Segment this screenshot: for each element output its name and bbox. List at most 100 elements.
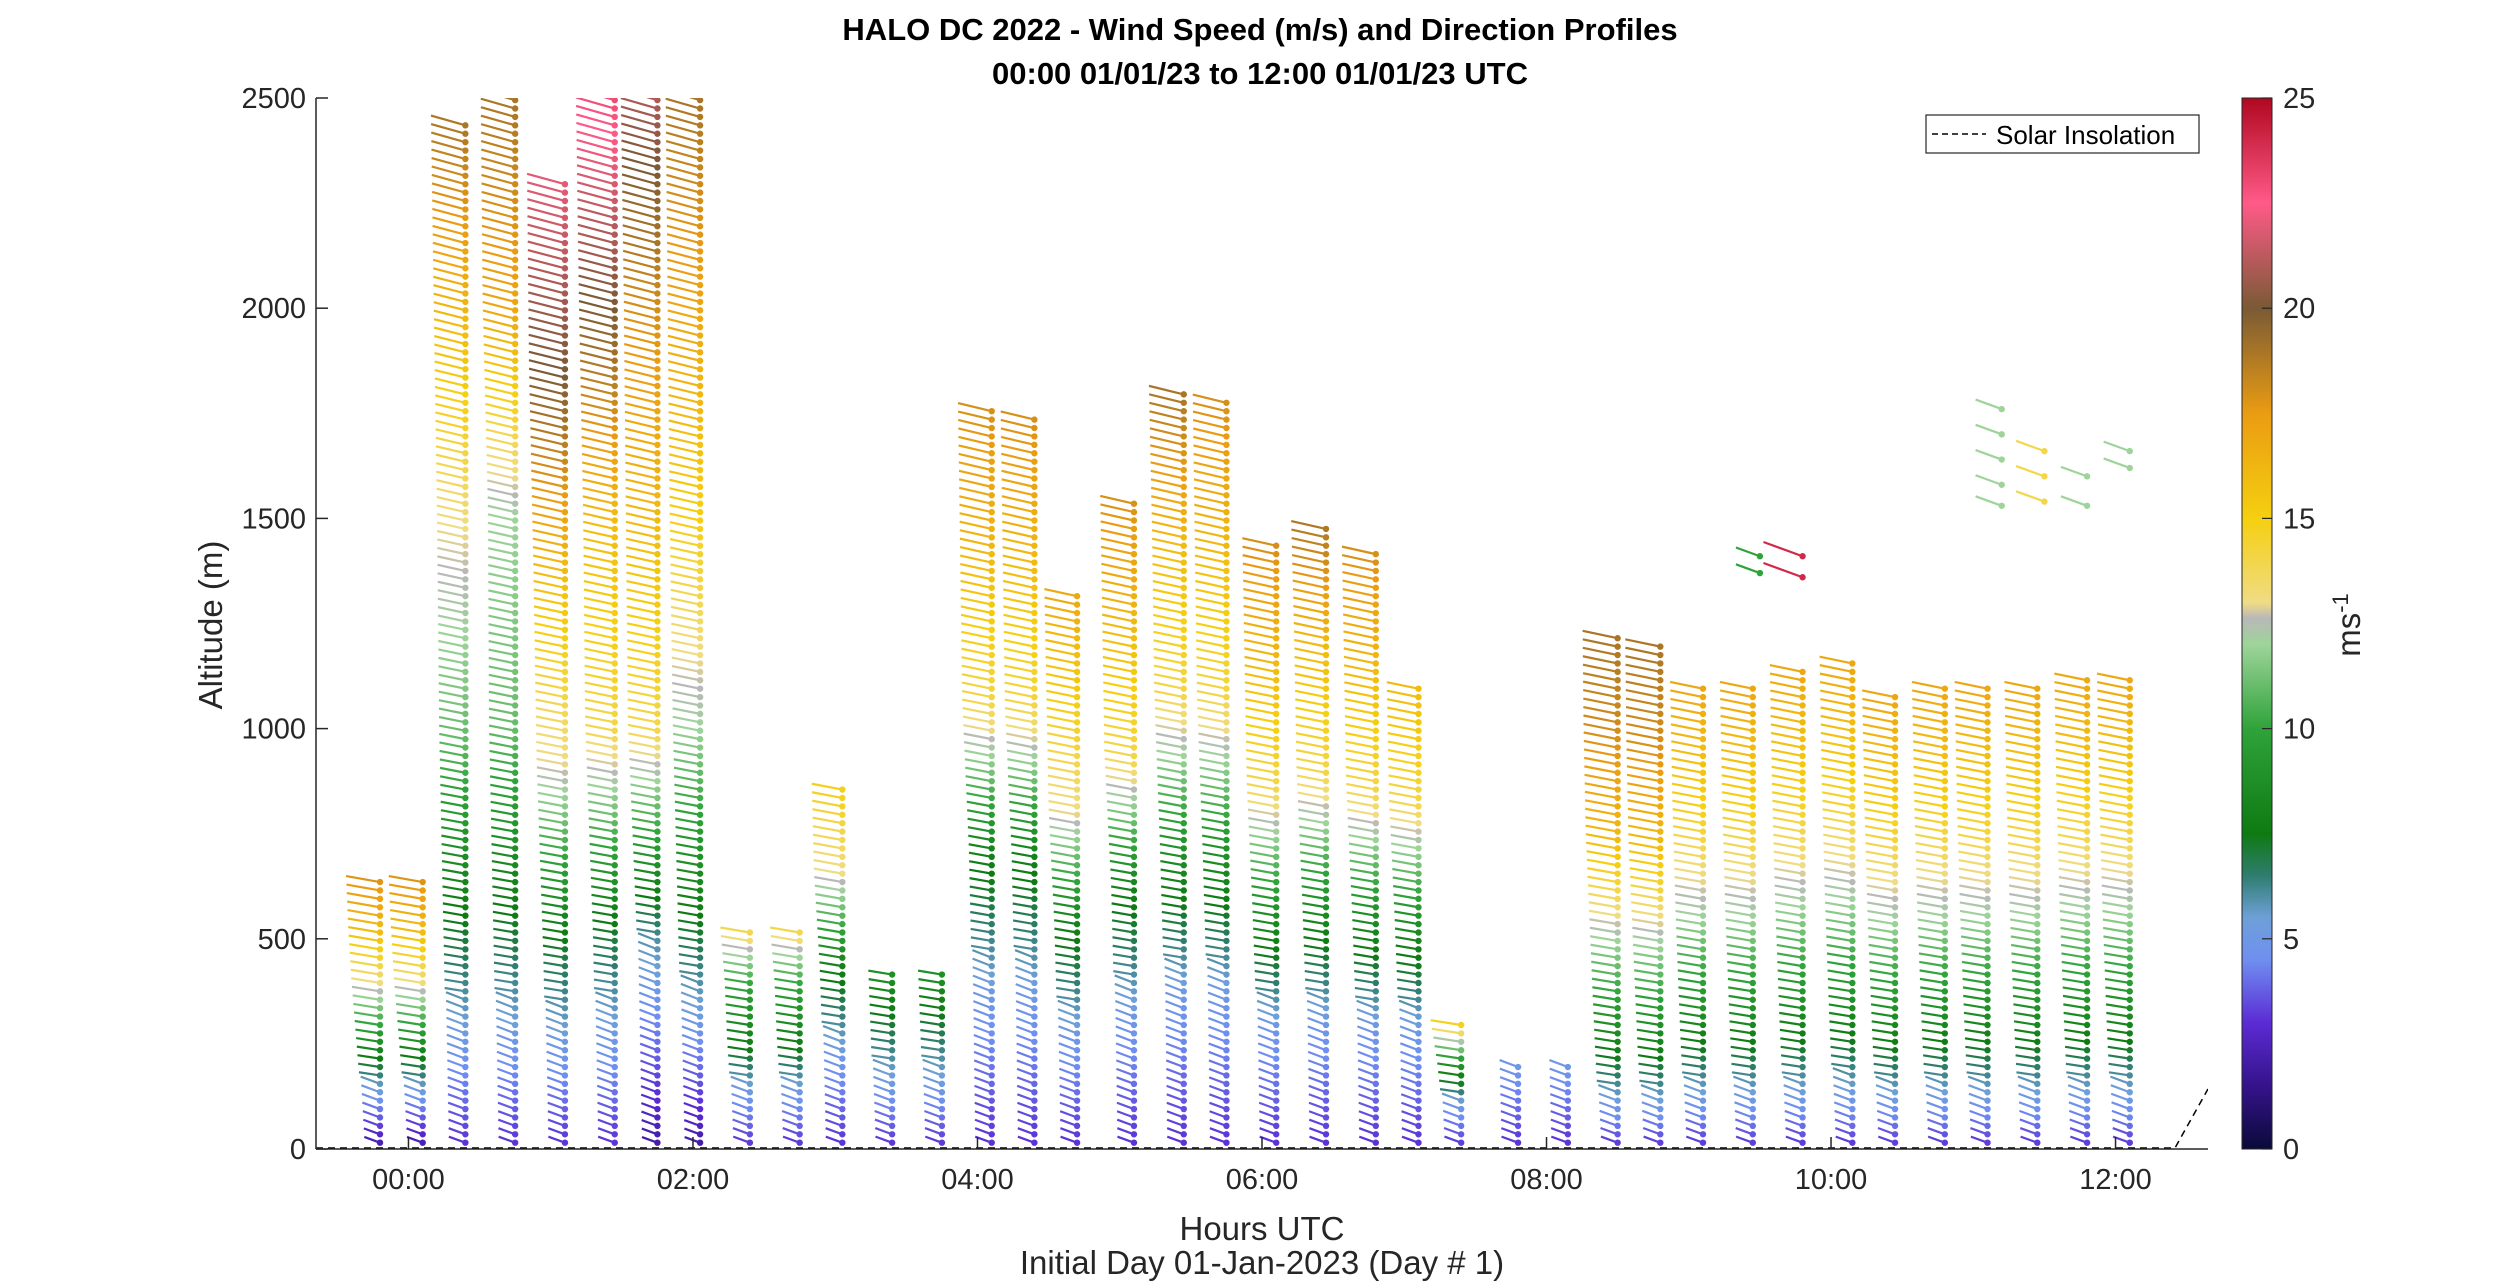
wind-barb bbox=[625, 461, 661, 474]
wind-barb bbox=[533, 588, 569, 600]
wind-barb bbox=[531, 486, 569, 499]
wind-barb bbox=[448, 1118, 469, 1130]
colorbar-tick-label: 0 bbox=[2283, 1134, 2299, 1166]
wind-barb bbox=[529, 401, 569, 415]
wind-barb bbox=[625, 529, 661, 541]
wind-barb bbox=[596, 1042, 618, 1054]
wind-barb bbox=[496, 1067, 519, 1079]
wind-barb bbox=[665, 140, 704, 154]
wind-barb bbox=[439, 766, 469, 776]
wind-barb bbox=[582, 512, 618, 524]
wind-barb bbox=[640, 1093, 661, 1104]
wind-barb bbox=[624, 385, 661, 398]
wind-barb bbox=[665, 123, 704, 137]
wind-barb bbox=[405, 1110, 426, 1121]
wind-barb bbox=[480, 140, 519, 154]
wind-barb bbox=[488, 724, 519, 734]
wind-barb bbox=[632, 825, 661, 835]
wind-barb bbox=[439, 775, 469, 785]
wind-barb bbox=[579, 359, 618, 373]
wind-barb bbox=[538, 808, 569, 818]
wind-barb bbox=[486, 453, 519, 465]
wind-barb bbox=[626, 571, 661, 583]
wind-barb bbox=[352, 994, 384, 1003]
wind-barb bbox=[623, 300, 661, 314]
wind-barb bbox=[621, 130, 661, 146]
wind-barb bbox=[622, 215, 661, 230]
wind-barb bbox=[546, 1059, 569, 1071]
wind-barb bbox=[530, 461, 569, 474]
wind-barb bbox=[439, 749, 469, 760]
wind-barb bbox=[539, 842, 569, 852]
wind-barb bbox=[671, 681, 704, 692]
wind-barb bbox=[485, 428, 519, 440]
wind-barb bbox=[489, 749, 519, 760]
wind-barb bbox=[621, 156, 661, 171]
wind-barb bbox=[622, 241, 661, 255]
wind-barb bbox=[497, 1093, 519, 1104]
wind-barb bbox=[597, 1127, 618, 1138]
wind-barb bbox=[682, 1076, 704, 1088]
wind-barb bbox=[434, 351, 469, 364]
wind-barb bbox=[358, 1071, 384, 1079]
wind-barb bbox=[666, 165, 704, 179]
wind-barb bbox=[480, 148, 519, 163]
wind-barb bbox=[528, 342, 569, 356]
wind-barb bbox=[496, 1059, 519, 1071]
wind-barb bbox=[667, 368, 704, 381]
wind-barb bbox=[442, 876, 469, 886]
wind-barb bbox=[485, 436, 519, 449]
wind-barb bbox=[435, 419, 469, 432]
wind-barb bbox=[487, 504, 519, 516]
wind-barb bbox=[583, 571, 618, 583]
wind-barb bbox=[480, 106, 519, 121]
wind-barb bbox=[623, 334, 661, 348]
wind-barb bbox=[497, 1076, 519, 1088]
wind-barb bbox=[539, 834, 569, 844]
wind-barb bbox=[547, 1127, 569, 1138]
wind-barb bbox=[538, 825, 569, 835]
wind-barb bbox=[434, 360, 469, 373]
wind-barb bbox=[431, 173, 469, 188]
wind-barb bbox=[633, 859, 661, 869]
wind-barb bbox=[446, 1016, 469, 1029]
wind-barb bbox=[624, 402, 661, 415]
wind-barb bbox=[677, 919, 704, 928]
wind-barb bbox=[669, 504, 704, 516]
wind-barb bbox=[624, 393, 661, 406]
wind-barb bbox=[631, 817, 661, 827]
wind-barb bbox=[636, 927, 661, 936]
colorbar-label: ms-1 bbox=[2328, 593, 2367, 657]
wind-barb bbox=[535, 715, 569, 726]
wind-barb bbox=[595, 1016, 618, 1029]
wind-barb bbox=[437, 572, 469, 583]
wind-barb bbox=[624, 368, 661, 381]
wind-barb bbox=[490, 817, 519, 827]
wind-barb bbox=[531, 469, 569, 482]
wind-barb bbox=[622, 232, 661, 247]
wind-barb bbox=[535, 723, 569, 734]
wind-barb bbox=[596, 1050, 618, 1062]
wind-barb bbox=[627, 698, 661, 709]
wind-barb bbox=[543, 978, 569, 987]
wind-barb bbox=[363, 1127, 384, 1138]
wind-barb bbox=[578, 274, 618, 289]
wind-barb bbox=[432, 216, 469, 230]
wind-barb bbox=[443, 927, 469, 936]
wind-barb bbox=[623, 292, 661, 306]
wind-barb bbox=[437, 580, 469, 591]
wind-barb bbox=[625, 520, 661, 533]
wind-barb bbox=[527, 215, 569, 230]
wind-barb bbox=[577, 206, 618, 222]
wind-barb bbox=[481, 207, 519, 222]
wind-barb bbox=[497, 1118, 519, 1130]
wind-barb bbox=[529, 384, 569, 398]
wind-barb bbox=[361, 1092, 384, 1104]
wind-barb bbox=[534, 673, 569, 684]
wind-barb bbox=[595, 1008, 618, 1020]
wind-barb bbox=[670, 614, 704, 625]
wind-barb bbox=[596, 1084, 618, 1096]
wind-barb bbox=[497, 1084, 519, 1096]
wind-barb bbox=[546, 1067, 569, 1079]
wind-barb bbox=[431, 199, 469, 213]
